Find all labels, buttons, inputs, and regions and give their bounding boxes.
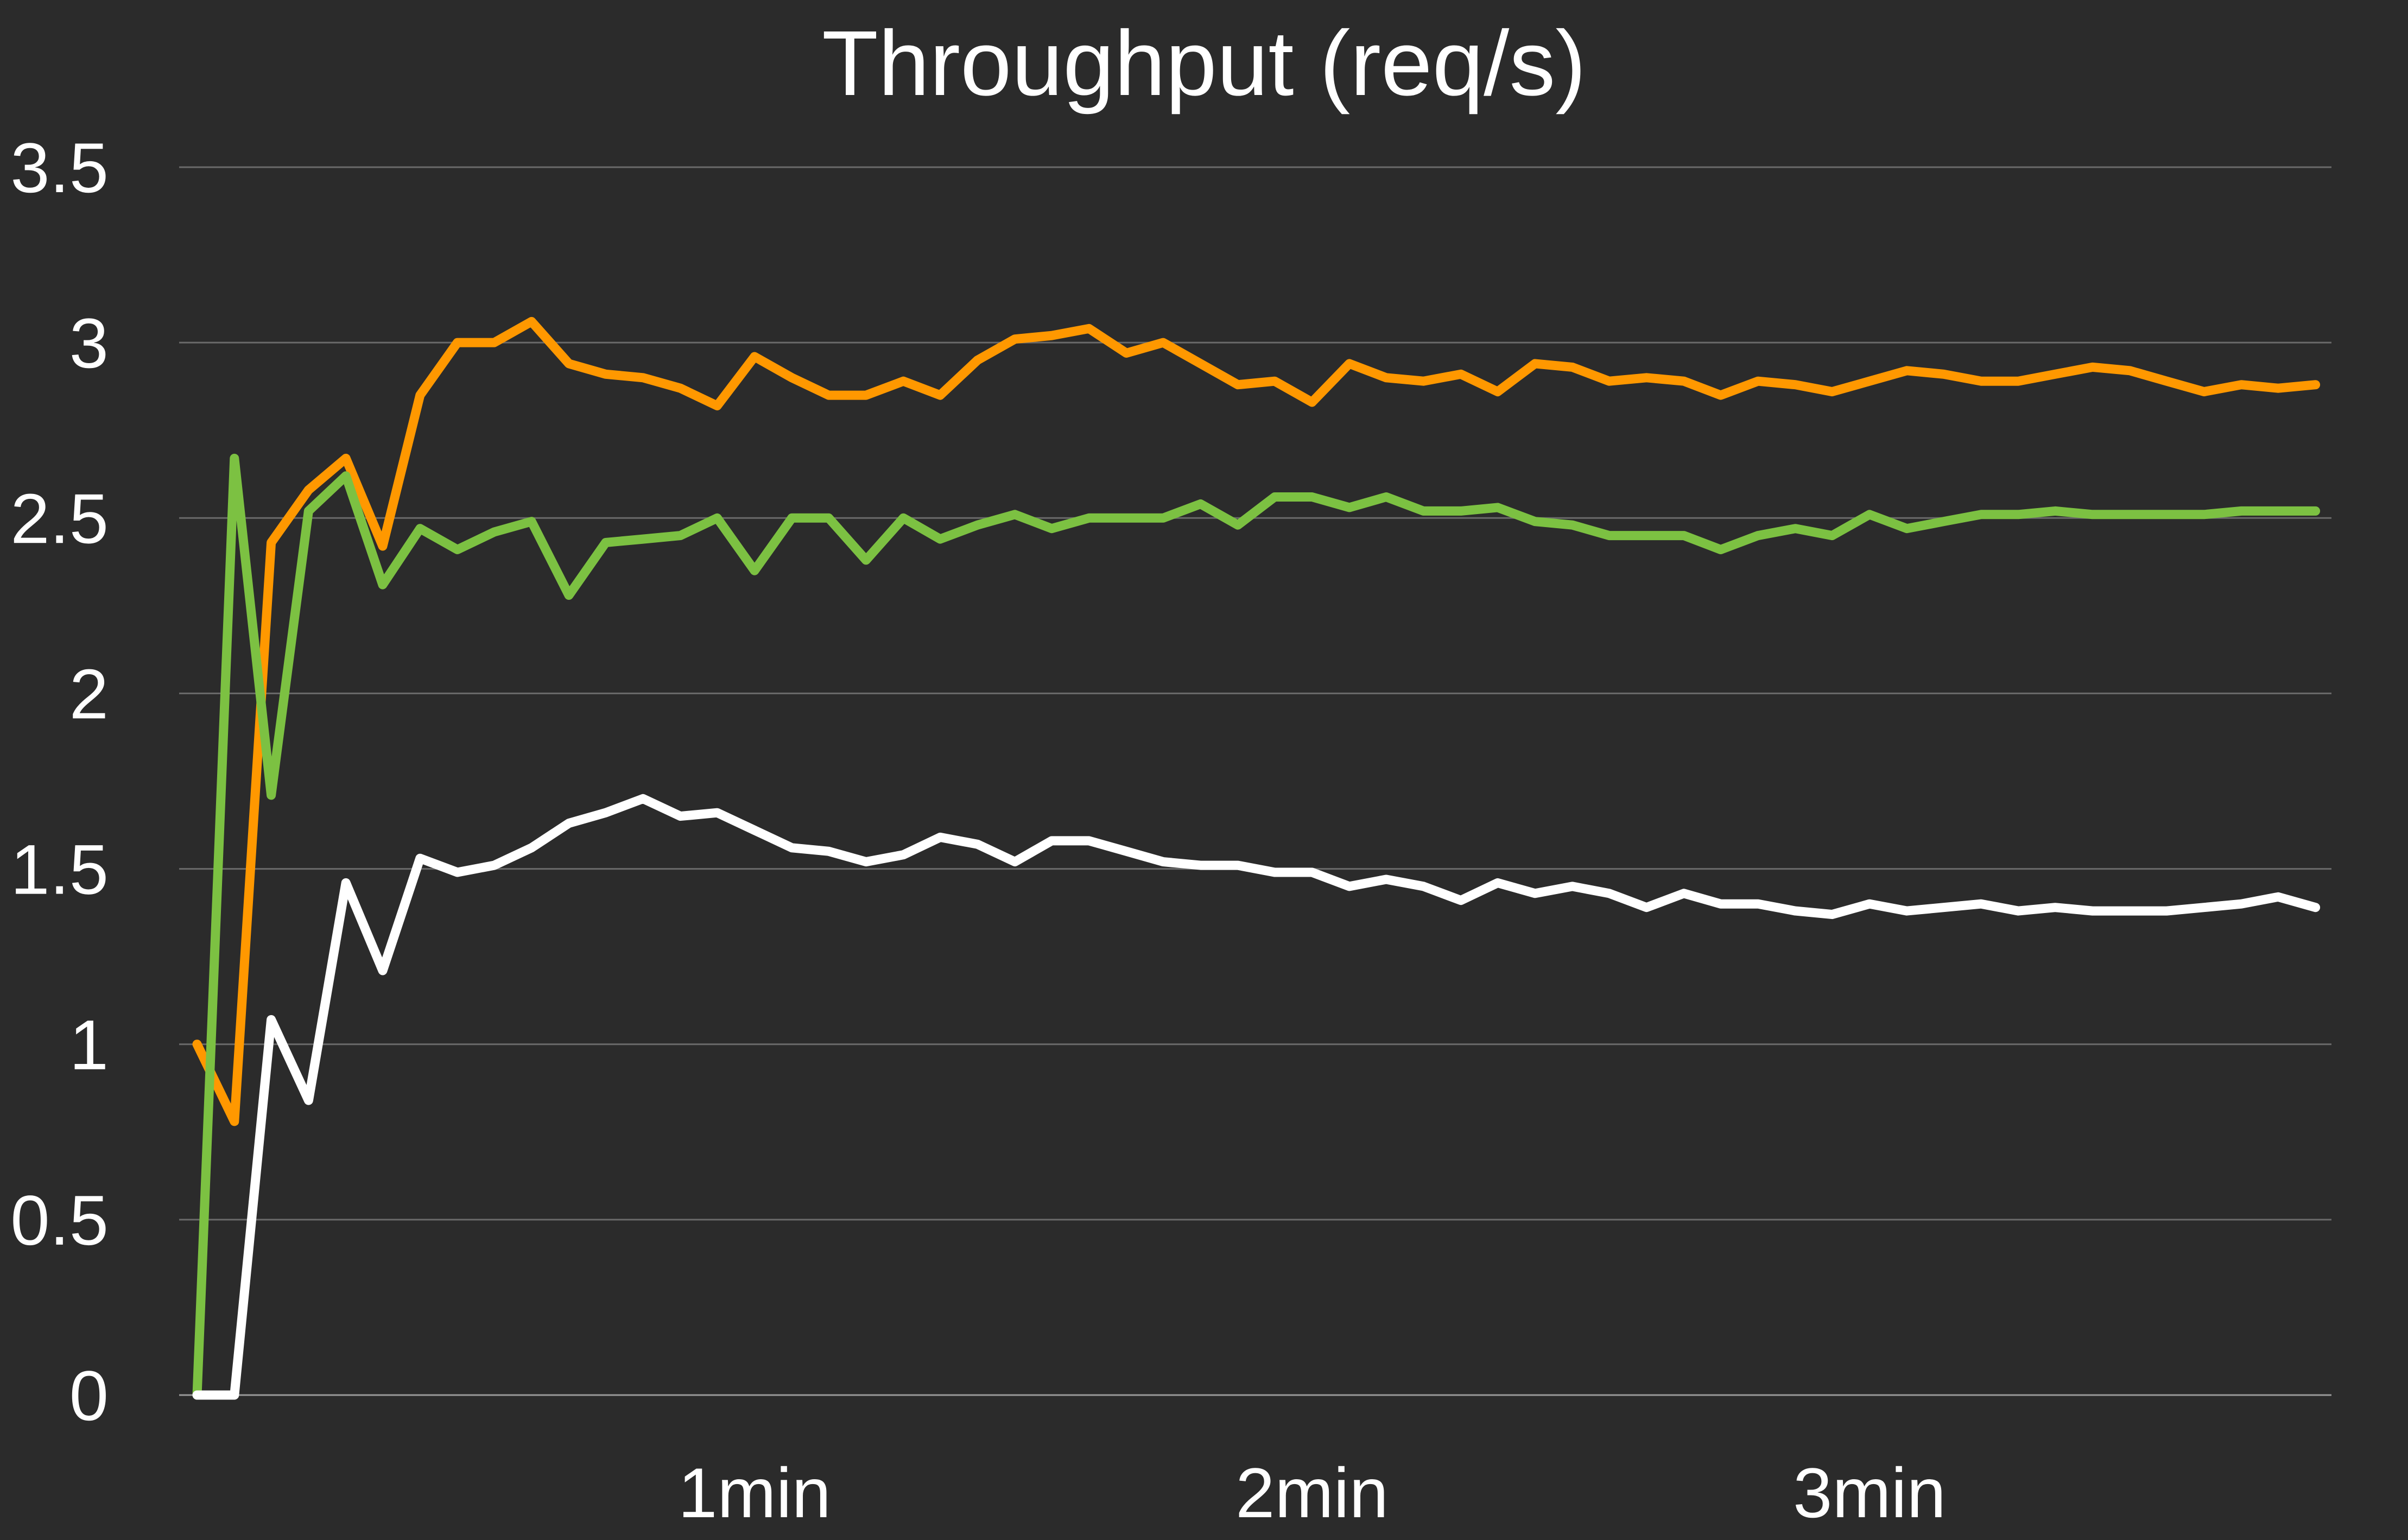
y-tick-label: 0 <box>69 1356 109 1435</box>
x-tick-label: 3min <box>1793 1453 1946 1532</box>
y-axis-ticks: 0 0.5 1 1.5 2 2.5 3 3.5 <box>10 128 109 1435</box>
series-lines <box>192 316 2321 1400</box>
y-tick-label: 1 <box>69 1005 109 1085</box>
x-tick-label: 2min <box>1235 1453 1389 1532</box>
y-tick-label: 0.5 <box>10 1181 109 1260</box>
y-tick-label: 1.5 <box>10 830 109 909</box>
x-axis-ticks: 1min 2min 3min <box>678 1453 1946 1532</box>
gridlines <box>179 166 2331 1396</box>
y-tick-label: 2.5 <box>10 479 109 558</box>
series-line-3 <box>192 794 2321 1400</box>
series-line-1 <box>192 316 2321 1126</box>
y-tick-label: 3 <box>69 303 109 383</box>
chart-title: Throughput (req/s) <box>822 12 1586 115</box>
y-tick-label: 2 <box>69 654 109 733</box>
series-line-2 <box>192 453 2321 1400</box>
y-tick-label: 3.5 <box>10 128 109 207</box>
x-tick-label: 1min <box>678 1453 831 1532</box>
